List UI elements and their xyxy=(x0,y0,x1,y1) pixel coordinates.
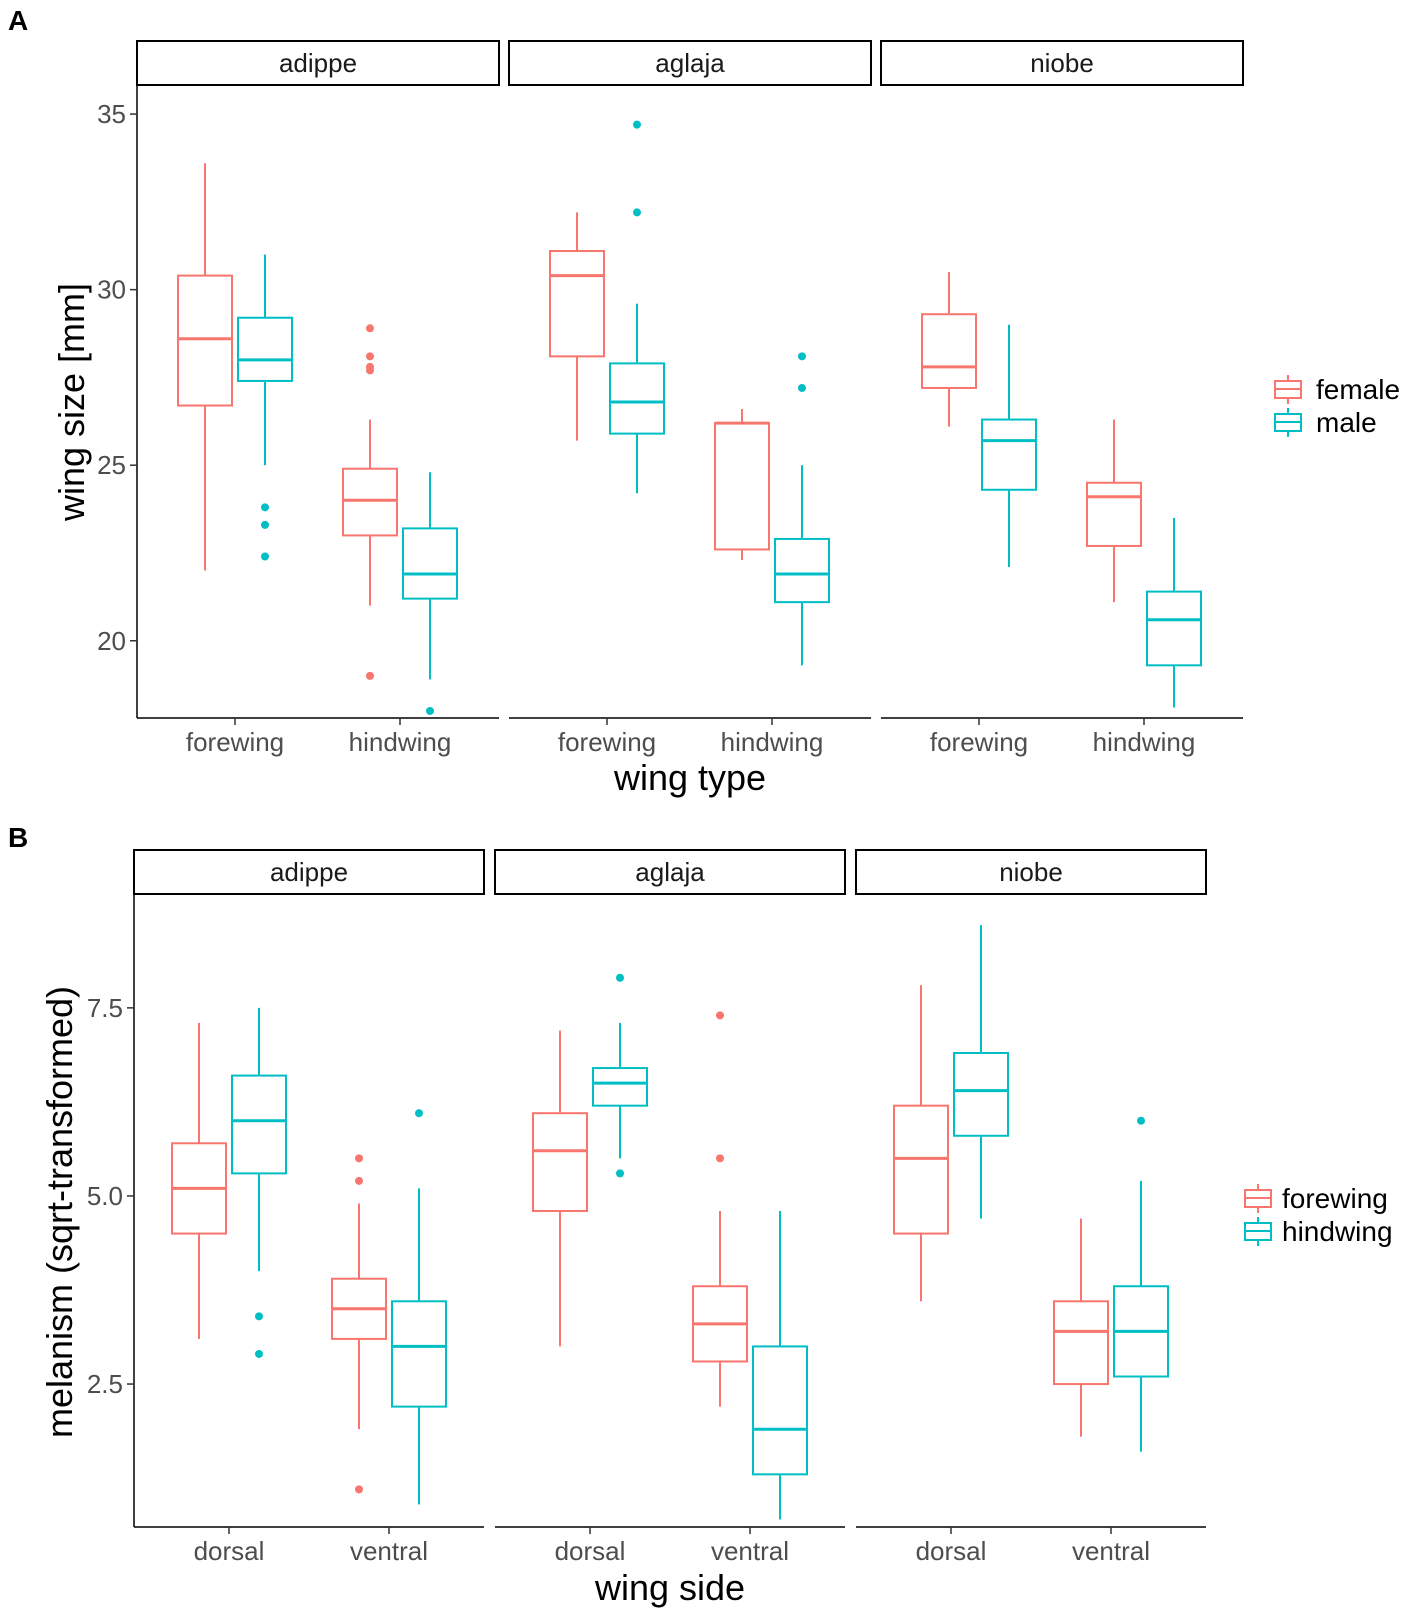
x-tick-label-b-2-dorsal: dorsal xyxy=(555,1536,626,1566)
box-a-niobe-hindwing-male-iqr xyxy=(1146,590,1202,667)
box-b-aglaja-ventral-forewing-outlier-2 xyxy=(716,1154,724,1163)
box-a-adippe-forewing-male-outlier-1 xyxy=(261,503,269,512)
x-tick-label-b-3-dorsal: dorsal xyxy=(916,1536,987,1566)
box-a-aglaja-hindwing-female-iqr xyxy=(714,422,770,551)
facet-strip-a-2 xyxy=(508,40,872,86)
panel-label-a: A xyxy=(8,5,28,36)
box-a-adippe-hindwing-female-outlier-1 xyxy=(366,324,374,333)
box-b-aglaja-ventral-forewing-outlier-1 xyxy=(716,1011,724,1020)
box-b-adippe-dorsal-hindwing-outlier-1 xyxy=(255,1312,263,1321)
chart-a: A adippe aglaja niobe 20 25 30 35 forewi… xyxy=(8,5,1400,798)
y-axis-title-a: wing size [mm] xyxy=(51,283,92,522)
x-tick-label-b-1-dorsal: dorsal xyxy=(194,1536,265,1566)
box-b-adippe-ventral-forewing-outlier-3 xyxy=(355,1485,363,1494)
x-tick-label-a-1-hindwing: hindwing xyxy=(349,727,452,757)
box-b-niobe-dorsal-hindwing-iqr xyxy=(953,1052,1009,1137)
box-a-niobe-forewing-female-iqr xyxy=(921,313,977,389)
y-tick-label-a-2: 25 xyxy=(97,450,126,480)
box-b-aglaja-dorsal-hindwing-outlier-2 xyxy=(616,1169,624,1178)
y-tick-label-b-1: 2.5 xyxy=(87,1369,123,1399)
chart-b: B adippe aglaja niobe 2.5 5.0 7.5 dorsal… xyxy=(8,822,1393,1608)
box-b-niobe-ventral-forewing-iqr xyxy=(1053,1300,1109,1386)
x-tick-label-a-2-forewing: forewing xyxy=(558,727,656,757)
legend-label-a-male: male xyxy=(1316,407,1377,438)
panel-label-b: B xyxy=(8,822,28,853)
y-tick-label-a-3: 30 xyxy=(97,275,126,305)
box-b-aglaja-dorsal-hindwing-outlier-1 xyxy=(616,973,624,982)
facet-strip-b-2-label: aglaja xyxy=(635,857,705,887)
y-axis-title-b: melanism (sqrt-transformed) xyxy=(39,986,80,1438)
box-b-niobe-ventral-hindwing-outlier-1 xyxy=(1137,1116,1145,1125)
box-a-adippe-forewing-female-iqr xyxy=(177,274,233,407)
facet-strip-b-1-label: adippe xyxy=(270,857,348,887)
facet-strip-a-3 xyxy=(880,40,1244,86)
box-a-adippe-forewing-male-outlier-3 xyxy=(261,552,269,561)
box-b-adippe-ventral-forewing-outlier-2 xyxy=(355,1176,363,1185)
facet-strip-b-1 xyxy=(133,849,485,895)
y-tick-label-b-3: 7.5 xyxy=(87,993,123,1023)
box-a-aglaja-hindwing-male-iqr xyxy=(774,537,830,604)
box-a-aglaja-forewing-male-iqr xyxy=(609,362,665,435)
facet-strip-a-2-label: aglaja xyxy=(655,48,725,78)
facet-strip-a-3-label: niobe xyxy=(1030,48,1094,78)
facet-strip-a-1 xyxy=(136,40,500,86)
box-b-adippe-ventral-forewing-outlier-1 xyxy=(355,1154,363,1163)
x-tick-label-a-3-forewing: forewing xyxy=(930,727,1028,757)
boxes-a xyxy=(130,113,1202,725)
facet-strip-b-3-label: niobe xyxy=(999,857,1063,887)
facet-strip-b-2 xyxy=(494,849,846,895)
box-a-adippe-hindwing-female-iqr xyxy=(342,467,398,537)
box-a-aglaja-forewing-female-iqr xyxy=(549,250,605,358)
x-axis-title-b: wing side xyxy=(594,1567,745,1608)
box-b-adippe-ventral-hindwing-outlier-1 xyxy=(415,1109,423,1118)
box-a-niobe-hindwing-female-iqr xyxy=(1086,481,1142,547)
box-a-aglaja-forewing-male-outlier-2 xyxy=(633,208,641,217)
y-tick-label-b-2: 5.0 xyxy=(87,1181,123,1211)
x-axis-title-a: wing type xyxy=(613,757,766,798)
box-b-aglaja-dorsal-forewing-iqr xyxy=(532,1112,588,1212)
box-b-adippe-dorsal-hindwing-outlier-2 xyxy=(255,1349,263,1358)
legend-label-a-female: female xyxy=(1316,374,1400,405)
facet-strip-a-1-label: adippe xyxy=(279,48,357,78)
x-tick-label-a-3-hindwing: hindwing xyxy=(1093,727,1196,757)
box-b-adippe-dorsal-hindwing-iqr xyxy=(231,1074,287,1175)
box-a-aglaja-hindwing-male-outlier-1 xyxy=(798,352,806,361)
y-tick-label-a-1: 20 xyxy=(97,626,126,656)
box-a-adippe-hindwing-female-outlier-4 xyxy=(366,366,374,375)
box-a-aglaja-forewing-male-outlier-1 xyxy=(633,120,641,129)
box-b-niobe-dorsal-forewing-iqr xyxy=(893,1104,949,1235)
x-tick-label-b-1-ventral: ventral xyxy=(350,1536,428,1566)
x-tick-label-b-3-ventral: ventral xyxy=(1072,1536,1150,1566)
box-b-aglaja-ventral-hindwing-iqr xyxy=(752,1345,808,1476)
box-a-adippe-forewing-male-iqr xyxy=(237,316,293,382)
box-a-adippe-hindwing-female-outlier-5 xyxy=(366,671,374,680)
box-a-adippe-hindwing-male-iqr xyxy=(402,527,458,600)
box-a-adippe-forewing-male-outlier-2 xyxy=(261,520,269,529)
y-tick-label-a-4: 35 xyxy=(97,99,126,129)
x-tick-label-a-2-hindwing: hindwing xyxy=(721,727,824,757)
box-a-adippe-hindwing-male-outlier-1 xyxy=(426,706,434,715)
x-tick-label-a-1-forewing: forewing xyxy=(186,727,284,757)
box-a-niobe-forewing-male-iqr xyxy=(981,418,1037,491)
facet-strip-b-3 xyxy=(855,849,1207,895)
box-b-aglaja-dorsal-hindwing-iqr xyxy=(592,1067,648,1107)
boxes-b xyxy=(127,925,1169,1534)
x-tick-label-b-2-ventral: ventral xyxy=(711,1536,789,1566)
box-a-aglaja-hindwing-male-outlier-2 xyxy=(798,383,806,392)
legend-label-b-forewing: forewing xyxy=(1282,1183,1388,1214)
box-a-adippe-hindwing-female-outlier-2 xyxy=(366,352,374,361)
legend-label-b-hindwing: hindwing xyxy=(1282,1216,1393,1247)
box-b-adippe-ventral-hindwing-iqr xyxy=(391,1300,447,1408)
